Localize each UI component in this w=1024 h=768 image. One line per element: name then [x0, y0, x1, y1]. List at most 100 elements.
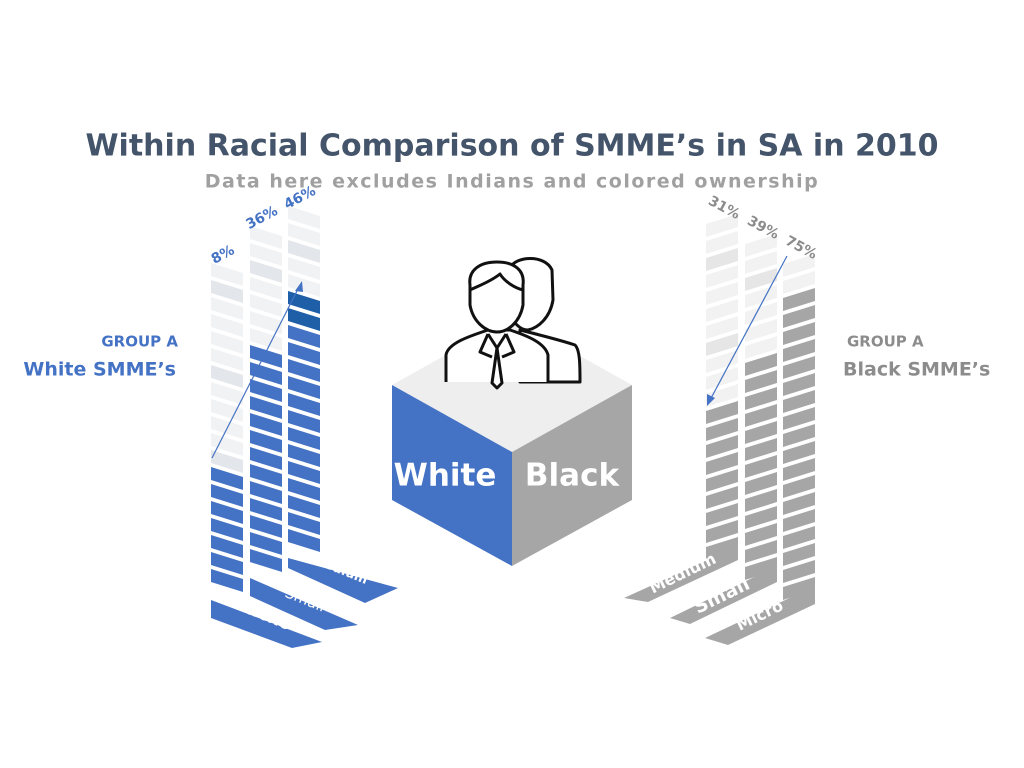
segment: [288, 410, 320, 433]
segment: [288, 495, 320, 518]
segment: [706, 214, 738, 237]
trend-arrow: [708, 255, 788, 403]
segment: [783, 492, 815, 515]
base-tile: [250, 578, 358, 630]
segment: [783, 322, 815, 345]
segment: [706, 384, 738, 407]
segment: [745, 506, 777, 529]
segment: [250, 447, 282, 470]
segment: [250, 464, 282, 487]
segment: [745, 336, 777, 359]
segment: [745, 251, 777, 274]
segment: [745, 557, 777, 580]
segment: [706, 231, 738, 254]
segment: [745, 353, 777, 376]
segment: [211, 484, 243, 507]
segment: [211, 535, 243, 558]
segment: [745, 268, 777, 291]
base-tile: [288, 558, 398, 603]
segment: [783, 271, 815, 294]
people-icon: [444, 257, 582, 390]
segment: [745, 523, 777, 546]
segment: [211, 467, 243, 490]
segment: [783, 339, 815, 362]
segment: [783, 305, 815, 328]
segment: [250, 498, 282, 521]
segment: [288, 393, 320, 416]
segment: [250, 294, 282, 317]
segment: [745, 319, 777, 342]
segment: [211, 382, 243, 405]
arrow-head: [295, 281, 303, 292]
arrow-head: [707, 394, 715, 406]
segment: [706, 333, 738, 356]
segment: [783, 543, 815, 566]
percent-label: 36%: [243, 203, 280, 233]
segment: [211, 569, 243, 592]
segment: [288, 291, 320, 314]
segment: [288, 223, 320, 246]
segment: [250, 379, 282, 402]
segment: [783, 356, 815, 379]
segment: [288, 461, 320, 484]
segment: [211, 348, 243, 371]
subtitle: Data here excludes Indians and colored o…: [205, 171, 819, 193]
segment: [706, 469, 738, 492]
segment: [288, 444, 320, 467]
segment: [288, 376, 320, 399]
segment: [211, 501, 243, 524]
segment: [250, 549, 282, 572]
segment: [706, 435, 738, 458]
segment: [250, 311, 282, 334]
segment: [745, 455, 777, 478]
cube-right: [512, 385, 632, 566]
segment: [783, 407, 815, 430]
segment: [288, 478, 320, 501]
segment: [745, 472, 777, 495]
segment: [211, 297, 243, 320]
segment: [211, 365, 243, 388]
segment: [211, 450, 243, 473]
base-tile: [705, 586, 815, 645]
segment: [211, 433, 243, 456]
cube-left-label: White: [394, 458, 497, 494]
segment: [706, 503, 738, 526]
segment: [288, 342, 320, 365]
segment: [288, 512, 320, 535]
segment: [211, 399, 243, 422]
segment: [250, 481, 282, 504]
cube-right-label: Black: [525, 458, 621, 494]
segment: [250, 243, 282, 266]
cube-left: [392, 385, 512, 566]
segment: [745, 489, 777, 512]
group-name: White SMME’s: [23, 359, 176, 381]
segment: [706, 418, 738, 441]
segment: [745, 438, 777, 461]
segment: [706, 537, 738, 560]
segment: [745, 404, 777, 427]
segment: [706, 520, 738, 543]
trend-arrow: [211, 284, 301, 459]
title: Within Racial Comparison of SMME’s in SA…: [85, 129, 938, 164]
segment: [211, 280, 243, 303]
segment: [745, 421, 777, 444]
segment: [250, 532, 282, 555]
segment: [250, 260, 282, 283]
base-tile: [670, 566, 777, 624]
segment: [745, 370, 777, 393]
segment: [288, 274, 320, 297]
segment: [250, 328, 282, 351]
segment: [288, 206, 320, 229]
segment: [250, 345, 282, 368]
segment: [288, 427, 320, 450]
segment: [706, 265, 738, 288]
segment: [706, 248, 738, 271]
segment: [745, 387, 777, 410]
segment: [211, 263, 243, 286]
segment: [211, 518, 243, 541]
segment: [250, 277, 282, 300]
segment: [211, 552, 243, 575]
segment: [288, 325, 320, 348]
group-label: GROUP A: [847, 333, 924, 351]
